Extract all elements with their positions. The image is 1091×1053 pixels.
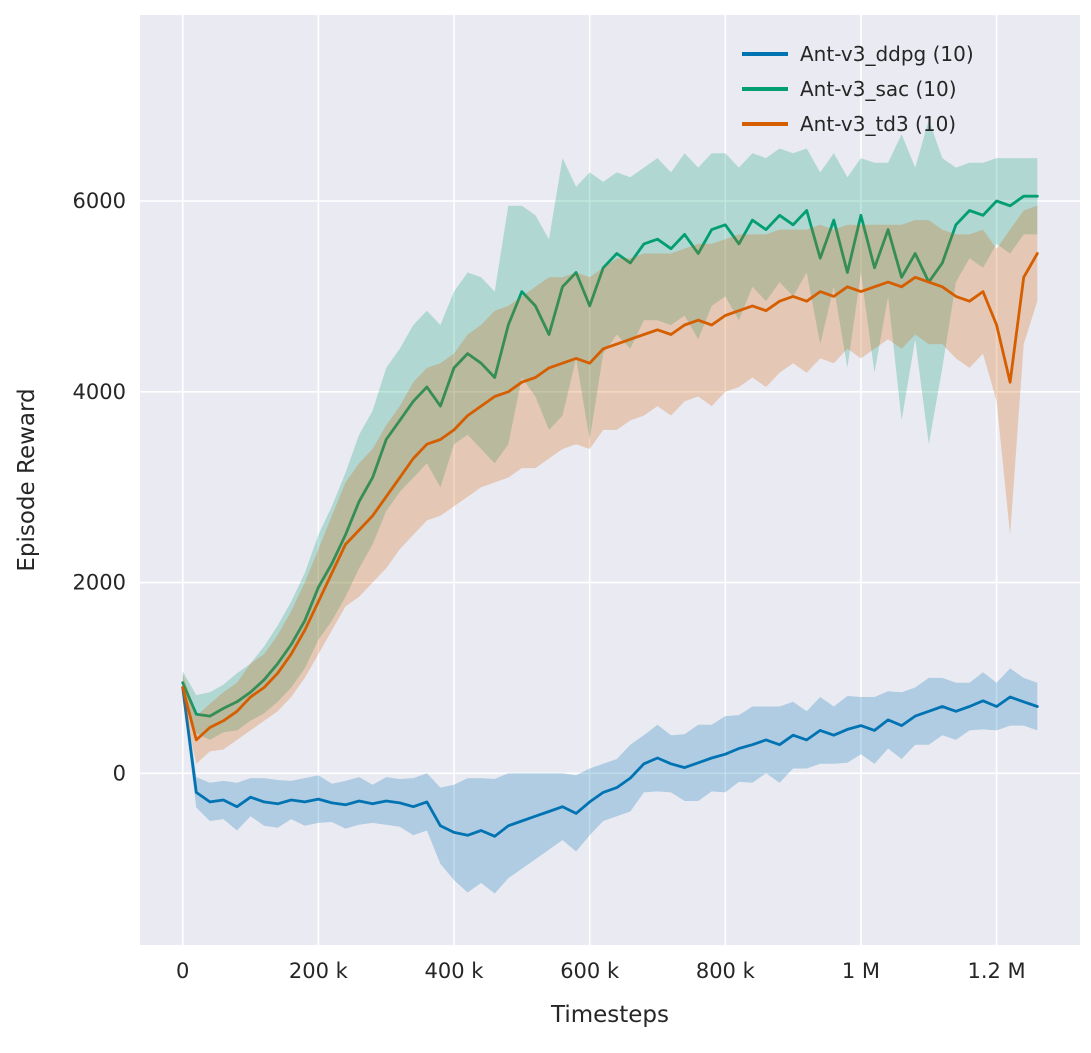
x-tick-label-6: 1.2 M (967, 959, 1025, 983)
series-band-Ant-v3_sac (10) (182, 119, 1038, 740)
x-tick-label-2: 400 k (425, 959, 485, 983)
x-axis-label: Timesteps (550, 1002, 669, 1028)
y-tick-label-3: 6000 (73, 189, 126, 213)
x-tick-label-0: 0 (176, 959, 189, 983)
x-tick-label-4: 800 k (696, 959, 756, 983)
legend-label-Ant-v3_ddpg (10): Ant-v3_ddpg (10) (800, 42, 974, 66)
y-tick-label-2: 4000 (73, 380, 126, 404)
series-line-Ant-v3_ddpg (10) (181, 686, 1039, 838)
y-axis-label: Episode Reward (14, 388, 40, 571)
legend-label-Ant-v3_sac (10): Ant-v3_sac (10) (800, 77, 957, 101)
series-line-Ant-v3_td3 (10) (181, 252, 1039, 742)
x-tick-label-5: 1 M (842, 959, 880, 983)
series-band-Ant-v3_ddpg (10) (182, 668, 1038, 894)
legend-label-Ant-v3_td3 (10): Ant-v3_td3 (10) (800, 112, 956, 136)
y-tick-label-0: 0 (113, 761, 126, 785)
series-band-Ant-v3_td3 (10) (182, 205, 1038, 764)
x-tick-label-3: 600 k (560, 959, 620, 983)
y-tick-label-1: 2000 (73, 571, 126, 595)
x-tick-label-1: 200 k (289, 959, 349, 983)
plot-layer: 0 200 k 400 k 600 k 800 k 1 M 1.2 M 0 2000 4000 60… (73, 15, 1080, 983)
series-line-Ant-v3_sac (10) (181, 194, 1039, 718)
